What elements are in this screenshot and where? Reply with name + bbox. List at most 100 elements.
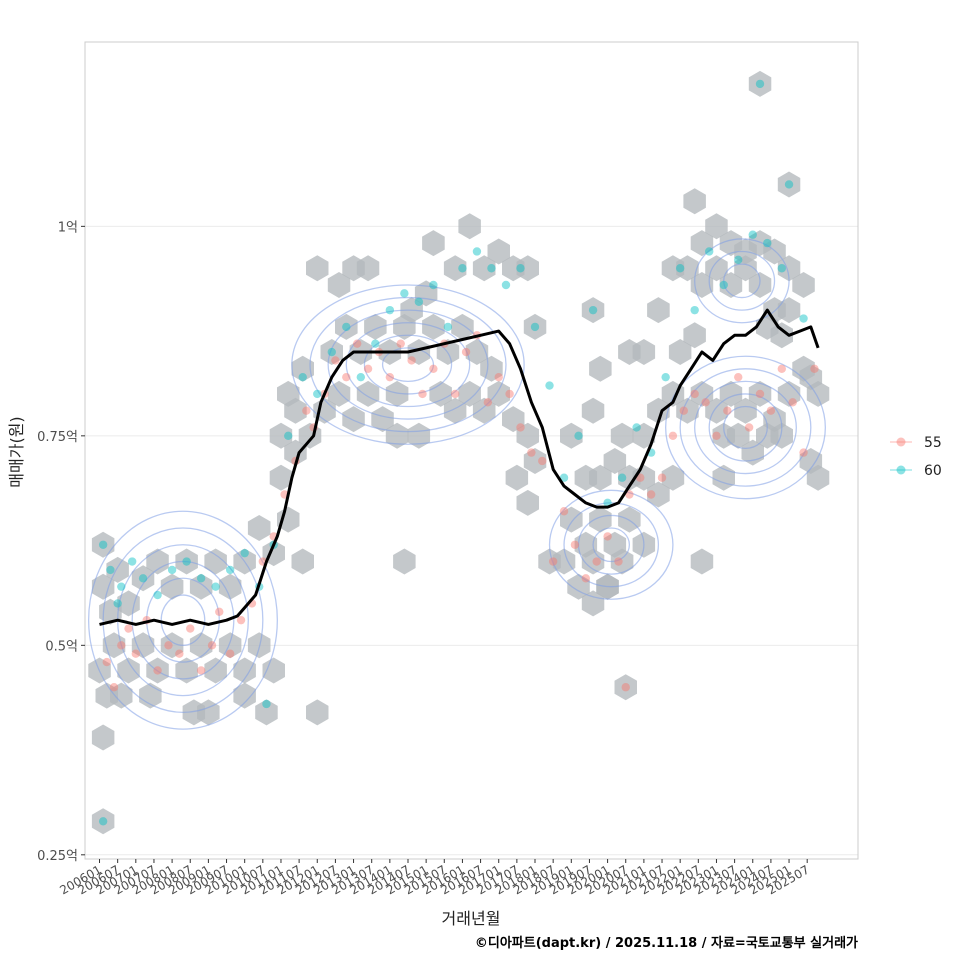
point-55-8 [175, 649, 184, 658]
hexbin-87 [487, 238, 510, 265]
point-60-20 [371, 339, 380, 348]
hexbin-119 [647, 397, 670, 424]
point-60-29 [501, 280, 511, 290]
hexbin-108 [589, 464, 612, 491]
point-60-41 [675, 264, 685, 273]
hexbin-0 [91, 531, 115, 558]
y-tick-label-3: 1억 [58, 220, 78, 235]
contour-1-5 [291, 284, 525, 445]
caption: ©디아파트(dapt.kr) / 2025.11.18 / 자료=국토교통부 실… [475, 935, 858, 951]
hexbin-5 [131, 565, 155, 592]
point-55-39 [505, 389, 514, 399]
point-55-6 [153, 666, 162, 675]
point-60-15 [298, 372, 307, 382]
point-55-68 [621, 683, 630, 692]
point-55-28 [385, 372, 395, 382]
point-60-47 [763, 238, 772, 248]
hexbin-140 [690, 548, 714, 575]
point-60-38 [632, 423, 641, 432]
hexbin-30 [197, 699, 220, 726]
hexbin-142 [632, 339, 656, 365]
point-55-24 [342, 372, 351, 382]
hexbin-35 [91, 808, 115, 835]
point-60-3 [127, 557, 137, 566]
hexbin-48 [327, 380, 351, 407]
legend: 55 60 [890, 435, 942, 479]
hexbin-125 [734, 397, 757, 424]
hexbin-115 [589, 355, 612, 382]
point-60-2 [117, 582, 126, 591]
y-axis: 0.25억 0.5억 0.75억 1억 [37, 220, 85, 864]
hexbin-77 [487, 380, 510, 407]
hexbin-122 [690, 380, 714, 407]
point-60-31 [530, 322, 540, 332]
point-60-28 [487, 264, 496, 273]
hexbin-150 [719, 272, 743, 298]
hexbin-91 [393, 548, 416, 575]
hexbin-118 [632, 422, 656, 449]
point-60-40 [661, 372, 670, 382]
contour-4-2 [563, 502, 660, 588]
hexbin-100 [589, 506, 612, 533]
contour-3-0 [723, 263, 761, 299]
point-60-54 [262, 699, 271, 709]
point-55-30 [407, 356, 416, 365]
point-55-1 [109, 683, 119, 692]
hexbin-162 [763, 238, 786, 265]
legend-label-60: 60 [924, 463, 942, 479]
hexbin-51 [371, 406, 394, 433]
hexbin-66 [327, 272, 351, 298]
hexbin-82 [516, 489, 539, 516]
contour-3-1 [708, 250, 776, 311]
hexbin-79 [516, 422, 539, 449]
hexbin-78 [502, 406, 525, 433]
contour-1-3 [327, 309, 489, 420]
hexbin-74 [443, 397, 467, 424]
point-55-23 [331, 356, 340, 365]
point-55-57 [701, 398, 710, 407]
hexbin-71 [385, 422, 409, 449]
point-60-8 [196, 574, 206, 583]
hexbin-45 [277, 380, 300, 407]
hexbin-33 [306, 699, 329, 726]
point-55-2 [117, 641, 126, 650]
hexbin-81 [505, 464, 529, 491]
hexbin-154 [777, 297, 801, 324]
point-60-19 [356, 372, 366, 382]
point-55-64 [777, 364, 786, 373]
point-55-4 [131, 649, 141, 658]
trend-line-layer [99, 308, 820, 626]
point-60-50 [799, 314, 808, 323]
hexbin-19 [175, 657, 198, 684]
contour-2-0 [723, 405, 768, 450]
point-60-0 [98, 540, 108, 549]
hexbin-116 [581, 297, 605, 324]
point-60-51 [755, 79, 765, 89]
hexbin-149 [705, 255, 728, 282]
hexbin-27 [110, 682, 133, 709]
hexbin-84 [443, 255, 467, 282]
hexbin-41 [284, 439, 307, 466]
point-55-49 [614, 557, 623, 566]
hexbin-46 [291, 355, 314, 382]
point-55-14 [236, 615, 246, 625]
y-tick-label-1: 0.5억 [45, 639, 78, 654]
hexbin-11 [218, 573, 242, 600]
hexbin-151 [734, 255, 757, 282]
hexbin-65 [306, 255, 329, 282]
point-55-63 [766, 406, 776, 415]
hexbin-68 [356, 255, 380, 282]
point-60-48 [777, 264, 786, 273]
point-60-37 [617, 473, 627, 482]
point-60-25 [443, 322, 453, 332]
hexbin-39 [291, 548, 314, 575]
hexbin-114 [581, 397, 605, 424]
contour-4-0 [592, 527, 631, 563]
contour-0-4 [102, 527, 264, 714]
point-55-54 [668, 431, 678, 441]
hexbin-133 [770, 422, 793, 449]
point-55-56 [690, 389, 699, 399]
hexbin-59 [407, 339, 431, 365]
contour-2-3 [679, 368, 812, 487]
hexbin-86 [472, 255, 496, 282]
